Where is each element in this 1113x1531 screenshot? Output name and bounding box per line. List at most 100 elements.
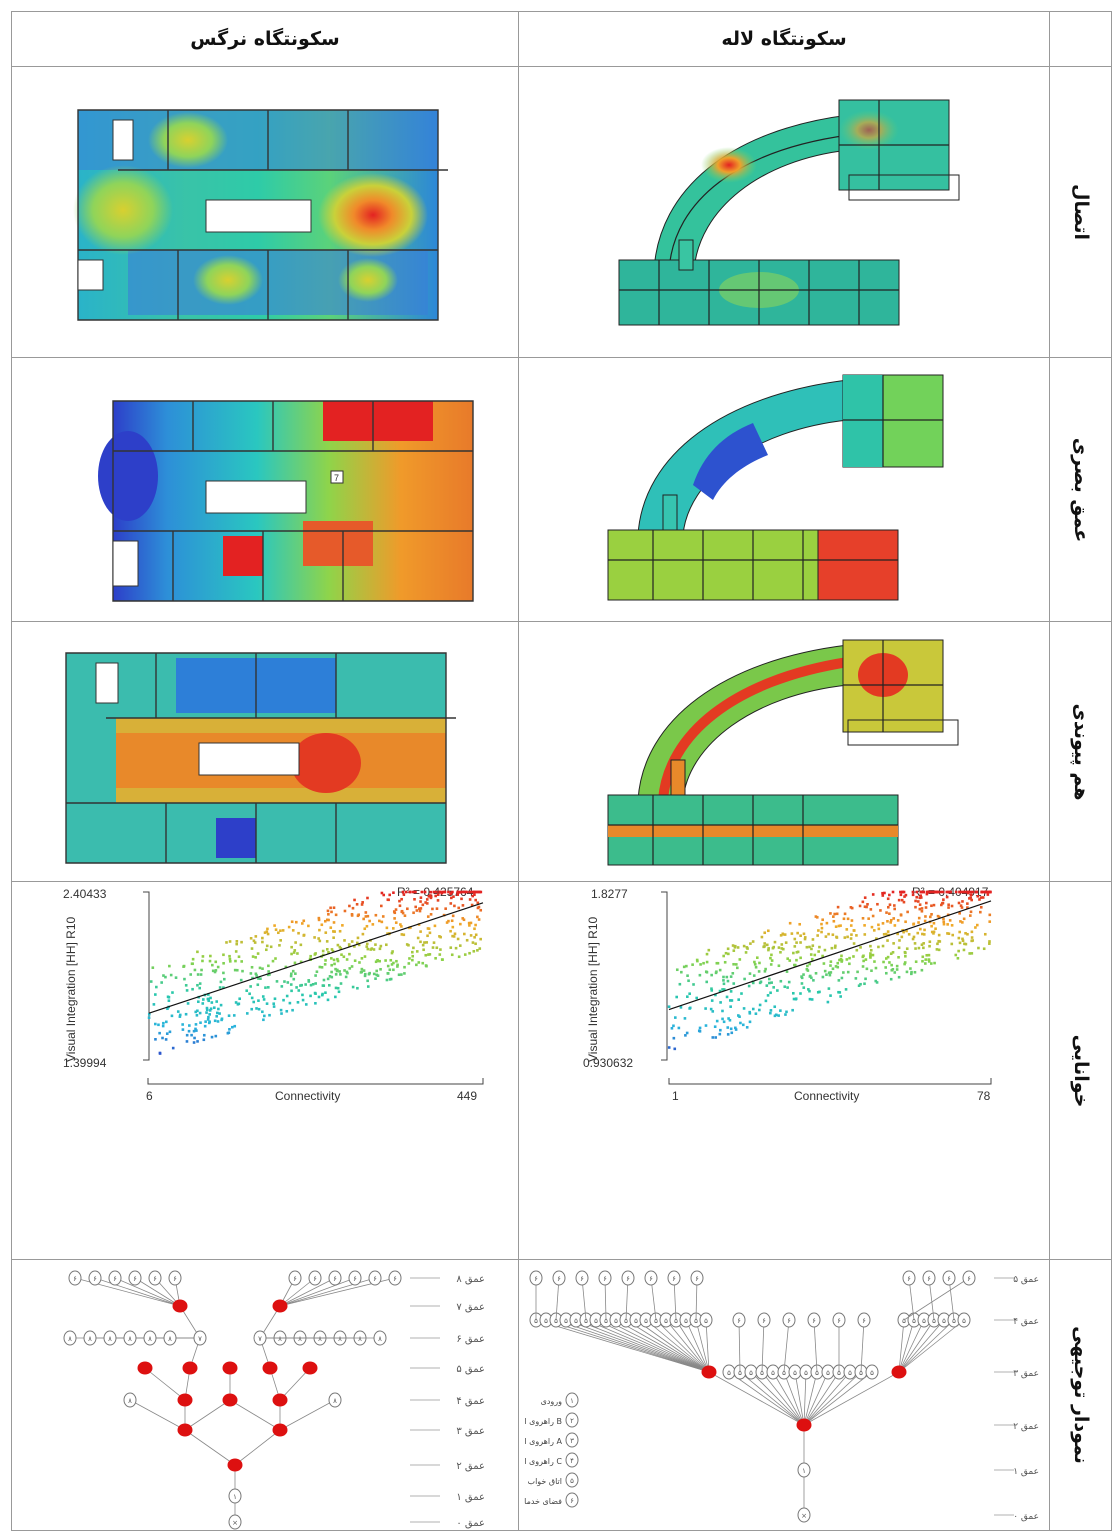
scatter-point <box>266 932 270 936</box>
scatter-point <box>158 1051 162 1055</box>
scatter-point <box>827 971 831 975</box>
scatter-point <box>922 942 925 945</box>
scatter-point <box>852 929 856 932</box>
scatter-point <box>844 988 848 991</box>
scatter-point <box>467 921 471 925</box>
scatter-point <box>863 896 867 899</box>
scatter-point <box>452 895 455 898</box>
scatter-point <box>386 898 390 901</box>
scatter-point <box>414 905 417 909</box>
scatter-point <box>279 939 282 942</box>
graph-node-label: ۲ <box>570 1417 574 1425</box>
scatter-point <box>824 935 828 938</box>
scatter-point <box>372 948 376 951</box>
scatter-point <box>821 918 824 922</box>
scatter-point <box>766 994 770 997</box>
scatter-point <box>374 913 378 917</box>
scatter-point <box>397 973 401 977</box>
graph-node-label: ۵ <box>760 1369 764 1377</box>
narges-y-axis-label: Visual Integration [HH] R10 <box>64 916 78 1062</box>
scatter-point <box>913 942 917 945</box>
scatter-point <box>726 947 730 951</box>
scatter-point <box>934 890 937 894</box>
depth-level-label: عمق ۴ <box>1013 1317 1039 1327</box>
scatter-point <box>327 913 330 916</box>
scatter-point <box>275 980 279 983</box>
scatter-point <box>185 1033 189 1037</box>
scatter-point <box>977 946 980 950</box>
scatter-point <box>265 944 269 948</box>
scatter-point <box>929 915 932 919</box>
scatter-point <box>363 927 367 931</box>
scatter-point <box>440 958 444 961</box>
scatter-point <box>742 944 746 948</box>
scatter-point <box>686 974 689 977</box>
scatter-point <box>865 905 868 909</box>
scatter-point <box>451 914 455 918</box>
scatter-point <box>250 1007 254 1011</box>
scatter-point <box>255 1007 258 1010</box>
laleh-scatter-cell: 1.8277 0.930632 1 78 Connectivity Visual… <box>518 881 1050 1260</box>
scatter-point <box>969 893 973 897</box>
scatter-point <box>295 986 298 989</box>
scatter-point <box>261 1010 264 1014</box>
scatter-point <box>427 895 431 898</box>
scatter-point <box>419 907 423 910</box>
scatter-point <box>748 1020 752 1024</box>
graph-node <box>288 1270 302 1286</box>
scatter-point <box>330 975 334 979</box>
scatter-point <box>688 992 691 996</box>
scatter-point <box>829 912 832 915</box>
scatter-point <box>839 957 843 961</box>
graph-node-label: ۵ <box>694 1317 698 1325</box>
scatter-point <box>412 946 415 950</box>
graph-node <box>368 1270 382 1286</box>
graph-node <box>88 1270 102 1286</box>
scatter-point <box>769 1011 772 1015</box>
scatter-point <box>830 946 834 950</box>
scatter-point <box>188 1024 191 1027</box>
scatter-point <box>979 905 983 909</box>
scatter-point <box>208 1009 212 1012</box>
scatter-point <box>793 963 796 967</box>
scatter-point <box>918 903 922 906</box>
scatter-point <box>256 952 260 955</box>
scatter-point <box>704 1007 707 1010</box>
scatter-point <box>917 946 921 950</box>
narges-scatter-chart: 2.40433 1.39994 6 449 Connectivity Visua… <box>63 885 484 1103</box>
scatter-point <box>263 931 267 934</box>
scatter-point <box>846 917 850 921</box>
scatter-point <box>287 925 291 929</box>
scatter-point <box>958 941 962 945</box>
scatter-point <box>763 942 766 945</box>
scatter-point <box>724 951 728 955</box>
scatter-point <box>930 930 934 934</box>
scatter-point <box>279 1008 283 1012</box>
depth-level-label: عمق ۲ <box>1013 1422 1039 1432</box>
scatter-point <box>772 986 775 989</box>
scatter-point <box>970 936 974 939</box>
scatter-point <box>409 926 412 929</box>
graph-node <box>168 1270 182 1286</box>
graph-node-label: ۵ <box>644 1317 648 1325</box>
scatter-point <box>299 960 303 964</box>
graph-node-label: ۶ <box>534 1275 538 1283</box>
scatter-point <box>162 1021 165 1025</box>
scatter-point <box>788 959 792 962</box>
scatter-point <box>360 967 364 971</box>
scatter-point <box>400 910 404 914</box>
scatter-point <box>898 939 901 942</box>
scatter-point <box>353 945 356 948</box>
scatter-point <box>330 910 333 914</box>
scatter-point <box>950 904 954 908</box>
scatter-point <box>186 1002 190 1005</box>
scatter-point <box>476 915 479 919</box>
scatter-point <box>886 930 890 933</box>
scatter-point <box>723 960 727 964</box>
graph-node <box>565 1392 579 1408</box>
scatter-point <box>403 972 406 975</box>
scatter-point <box>714 1036 718 1039</box>
scatter-point <box>209 996 212 1000</box>
scatter-point <box>911 937 915 941</box>
laleh-x-max-tick: 78 <box>977 1089 991 1103</box>
